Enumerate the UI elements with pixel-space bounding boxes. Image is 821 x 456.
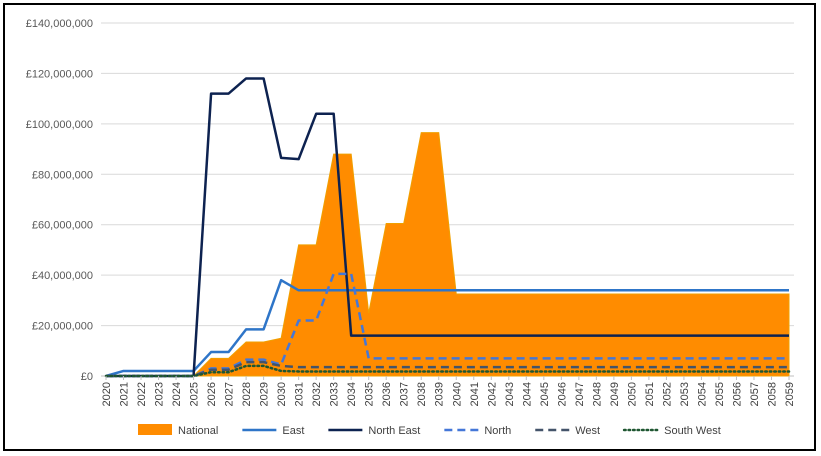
series-lines bbox=[104, 77, 791, 378]
x-tick-label: 2029 bbox=[259, 382, 271, 406]
y-tick-label: £120,000,000 bbox=[26, 68, 93, 80]
x-tick-label: 2049 bbox=[609, 382, 621, 406]
y-tick-label: £140,000,000 bbox=[26, 18, 93, 30]
legend-label-national: National bbox=[178, 425, 218, 437]
y-tick-label: £60,000,000 bbox=[32, 220, 93, 232]
x-tick-label: 2032 bbox=[311, 382, 323, 406]
legend-label-south-west: South West bbox=[664, 425, 721, 437]
x-tick-label: 2037 bbox=[399, 382, 411, 406]
x-tick-label: 2030 bbox=[276, 382, 288, 406]
x-tick-label: 2038 bbox=[416, 382, 428, 406]
x-tick-label: 2024 bbox=[171, 382, 183, 406]
x-tick-label: 2033 bbox=[329, 382, 341, 406]
y-tick-label: £20,000,000 bbox=[32, 321, 93, 333]
line-east bbox=[105, 278, 789, 378]
chart-frame: £0 £20,000,000 £40,000,000 £60,000,000 £80,0… bbox=[3, 3, 816, 451]
chart: £0 £20,000,000 £40,000,000 £60,000,000 £80,0… bbox=[26, 18, 796, 437]
x-tick-label: 2036 bbox=[381, 382, 393, 406]
x-tick-label: 2025 bbox=[189, 382, 201, 406]
legend: National East North East North West South Wes… bbox=[138, 424, 721, 437]
x-tick-label: 2043 bbox=[504, 382, 516, 406]
y-axis-labels: £0 £20,000,000 £40,000,000 £60,000,000 £80,0… bbox=[26, 18, 93, 383]
x-tick-label: 2026 bbox=[206, 382, 218, 406]
x-tick-label: 2023 bbox=[154, 382, 166, 406]
x-tick-label: 2042 bbox=[486, 382, 498, 406]
legend-label-north-east: North East bbox=[368, 425, 420, 437]
area-layer bbox=[106, 132, 790, 377]
area-national bbox=[106, 132, 790, 377]
x-tick-label: 2020 bbox=[101, 382, 113, 406]
x-tick-label: 2027 bbox=[224, 382, 236, 406]
x-tick-label: 2056 bbox=[731, 382, 743, 406]
x-tick-label: 2041 bbox=[469, 382, 481, 406]
x-tick-label: 2047 bbox=[574, 382, 586, 406]
x-tick-label: 2050 bbox=[626, 382, 638, 406]
x-tick-label: 2045 bbox=[539, 382, 551, 406]
x-tick-label: 2040 bbox=[451, 382, 463, 406]
x-tick-label: 2039 bbox=[434, 382, 446, 406]
x-tick-label: 2034 bbox=[346, 382, 358, 406]
legend-label-north: North bbox=[484, 425, 511, 437]
x-tick-label: 2028 bbox=[241, 382, 253, 406]
x-tick-label: 2022 bbox=[136, 382, 148, 406]
x-tick-label: 2031 bbox=[294, 382, 306, 406]
x-tick-label: 2054 bbox=[696, 382, 708, 406]
x-tick-label: 2058 bbox=[766, 382, 778, 406]
x-tick-label: 2021 bbox=[119, 382, 131, 406]
legend-swatch-national bbox=[138, 424, 172, 435]
line-north bbox=[106, 272, 789, 378]
x-tick-label: 2035 bbox=[364, 382, 376, 406]
line-west bbox=[106, 360, 789, 378]
x-tick-label: 2052 bbox=[661, 382, 673, 406]
y-tick-label: £40,000,000 bbox=[32, 270, 93, 282]
x-tick-label: 2053 bbox=[679, 382, 691, 406]
x-tick-label: 2057 bbox=[749, 382, 761, 406]
legend-label-west: West bbox=[575, 425, 600, 437]
x-axis: 2020 2021 2022 2023 2024 2025 2026 2027 2028 2029… bbox=[101, 376, 796, 406]
line-south-west bbox=[104, 364, 791, 378]
y-tick-label: £0 bbox=[81, 371, 93, 383]
y-tick-label: £100,000,000 bbox=[26, 119, 93, 131]
x-tick-label: 2048 bbox=[591, 382, 603, 406]
legend-label-east: East bbox=[282, 425, 304, 437]
x-tick-label: 2044 bbox=[521, 382, 533, 406]
x-tick-label: 2055 bbox=[714, 382, 726, 406]
y-tick-label: £80,000,000 bbox=[32, 169, 93, 181]
line-north-east bbox=[106, 77, 789, 378]
x-tick-label: 2059 bbox=[784, 382, 796, 406]
x-tick-label: 2051 bbox=[644, 382, 656, 406]
x-tick-label: 2046 bbox=[556, 382, 568, 406]
